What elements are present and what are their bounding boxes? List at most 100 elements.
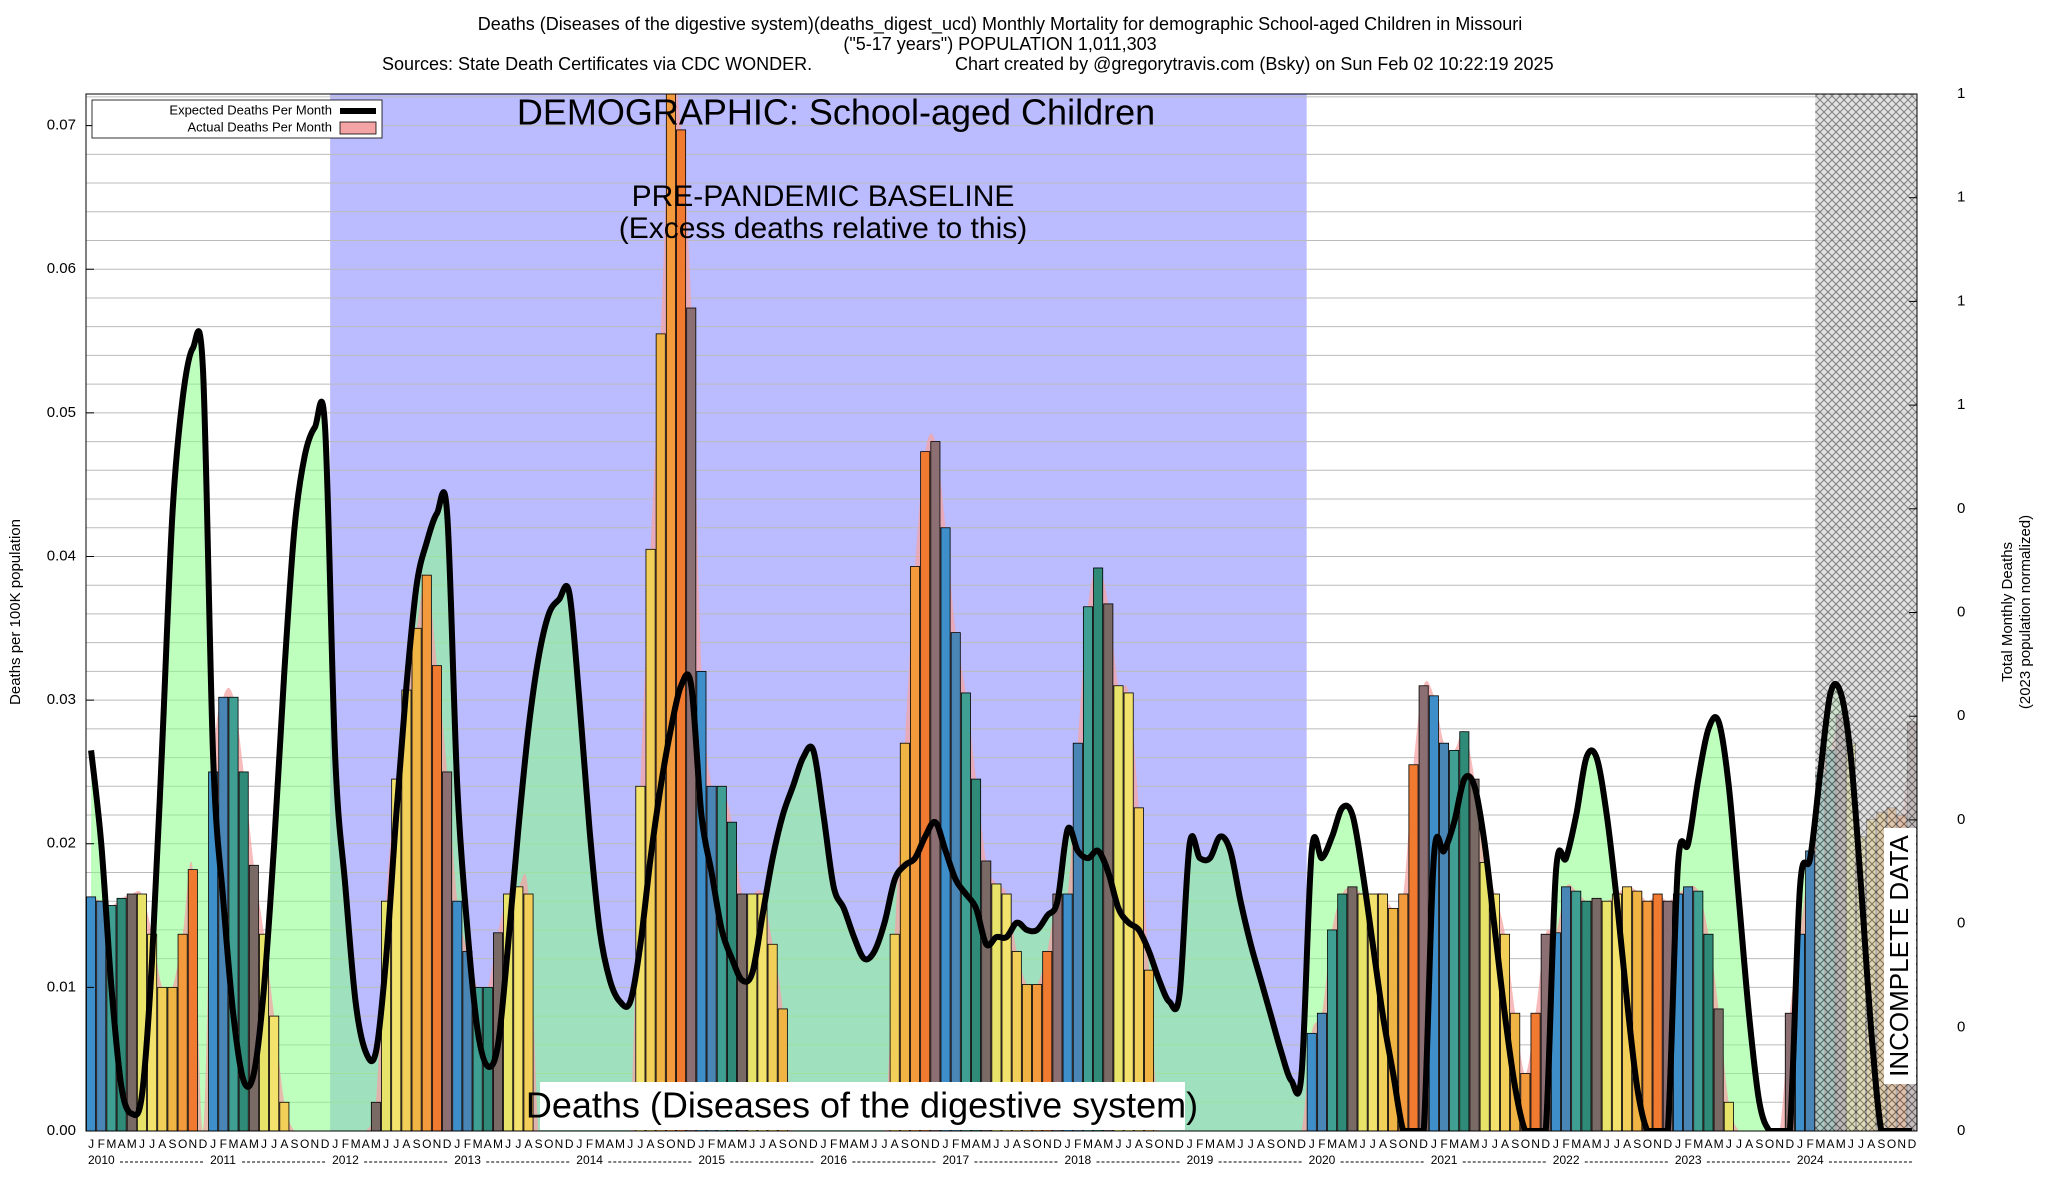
x-tick-label: M: [1836, 1137, 1846, 1151]
x-tick-label: J: [1614, 1137, 1620, 1151]
x-tick-label: M: [1225, 1137, 1235, 1151]
x-tick-label: J: [505, 1137, 511, 1151]
x-tick-label: J: [1482, 1137, 1488, 1151]
bar: [1388, 907, 1399, 1131]
y-tick-label: 0.01: [47, 978, 76, 995]
x-tick-label: D: [1908, 1137, 1917, 1151]
x-tick-label: S: [1633, 1137, 1641, 1151]
x-tick-label: A: [402, 1137, 410, 1151]
x-tick-label: J: [637, 1137, 643, 1151]
x-tick-label: A: [1704, 1137, 1712, 1151]
bar: [716, 785, 727, 1131]
bar: [431, 665, 442, 1131]
x-tick-label: S: [779, 1137, 787, 1151]
x-tick-label: M: [127, 1137, 137, 1151]
x-tick-label: S: [1755, 1137, 1763, 1151]
y2-tick-label: 0: [1957, 1018, 1965, 1035]
x-tick-label: M: [1470, 1137, 1480, 1151]
x-tick-label: M: [595, 1137, 605, 1151]
x-tick-label: M: [615, 1137, 625, 1151]
x-tick-label: F: [1562, 1137, 1569, 1151]
x-tick-label: O: [1399, 1137, 1408, 1151]
plot-frame: [85, 93, 1918, 1132]
x-tick-label: J: [139, 1137, 145, 1151]
x-tick-label: N: [1653, 1137, 1662, 1151]
x-tick-label: M: [1693, 1137, 1703, 1151]
x-tick-label: S: [1389, 1137, 1397, 1151]
x-tick-label: A: [728, 1137, 736, 1151]
y2-tick-label: 0: [1957, 500, 1965, 517]
bar: [981, 860, 992, 1131]
x-tick-label: S: [657, 1137, 665, 1151]
x-tick-label: F: [1318, 1137, 1325, 1151]
x-tick-label: J: [943, 1137, 949, 1151]
x-tick-label: J: [1065, 1137, 1071, 1151]
year-label: 2021: [1431, 1153, 1458, 1167]
bar: [940, 527, 951, 1131]
bar: [442, 771, 453, 1131]
bar: [696, 670, 707, 1131]
bar: [1601, 900, 1612, 1131]
bar: [1072, 742, 1083, 1131]
x-tick-label: A: [1013, 1137, 1021, 1151]
bar: [1479, 862, 1490, 1131]
bar: [1408, 764, 1419, 1131]
bar: [899, 742, 910, 1131]
x-tick-label: M: [1327, 1137, 1337, 1151]
y2-tick-label: 0: [1957, 603, 1965, 620]
x-tick-label: O: [300, 1137, 309, 1151]
y2-tick-label: 1: [1957, 396, 1965, 413]
x-tick-label: S: [1267, 1137, 1275, 1151]
x-tick-label: N: [1409, 1137, 1418, 1151]
bar: [1082, 606, 1093, 1131]
x-tick-label: J: [393, 1137, 399, 1151]
x-tick-label: S: [901, 1137, 909, 1151]
x-tick-label: A: [1501, 1137, 1509, 1151]
y2-tick-label: 1: [1957, 85, 1965, 102]
bar: [370, 1101, 381, 1131]
x-tick-label: J: [1126, 1137, 1132, 1151]
x-tick-label: A: [606, 1137, 614, 1151]
x-tick-label: M: [1815, 1137, 1825, 1151]
x-tick-label: A: [1460, 1137, 1468, 1151]
x-tick-label: F: [342, 1137, 349, 1151]
bar: [1398, 893, 1409, 1131]
bar: [421, 574, 432, 1131]
y-tick-label: 0.06: [47, 260, 76, 277]
x-tick-label: A: [1216, 1137, 1224, 1151]
y2-tick-label: 1: [1957, 189, 1965, 206]
x-tick-label: O: [1277, 1137, 1286, 1151]
x-tick-label: N: [1897, 1137, 1906, 1151]
bar: [1347, 886, 1358, 1131]
title-line: ("5-17 years") POPULATION 1,011,303: [843, 34, 1156, 54]
x-tick-label: D: [1419, 1137, 1428, 1151]
x-tick-label: J: [1604, 1137, 1610, 1151]
x-tick-label: J: [698, 1137, 704, 1151]
x-tick-label: D: [1663, 1137, 1672, 1151]
x-tick-label: J: [871, 1137, 877, 1151]
x-tick-label: F: [1074, 1137, 1081, 1151]
year-label: 2016: [820, 1153, 847, 1167]
x-tick-label: O: [910, 1137, 919, 1151]
x-tick-label: J: [271, 1137, 277, 1151]
x-tick-label: O: [1032, 1137, 1041, 1151]
x-tick-label: J: [1492, 1137, 1498, 1151]
x-tick-label: A: [280, 1137, 288, 1151]
x-tick-label: M: [1571, 1137, 1581, 1151]
x-tick-label: O: [544, 1137, 553, 1151]
bar: [452, 900, 463, 1131]
x-tick-label: O: [666, 1137, 675, 1151]
legend-swatch: [339, 121, 377, 135]
x-tick-label: M: [737, 1137, 747, 1151]
x-tick-label: J: [1360, 1137, 1366, 1151]
x-tick-label: N: [188, 1137, 197, 1151]
x-tick-label: M: [493, 1137, 503, 1151]
x-tick-label: F: [98, 1137, 105, 1151]
x-tick-label: O: [178, 1137, 187, 1151]
y2-axis-label: Total Monthly Deaths: [1999, 542, 2016, 682]
x-tick-label: J: [993, 1137, 999, 1151]
bar: [930, 441, 941, 1131]
x-tick-label: M: [717, 1137, 727, 1151]
y2-tick-label: 0: [1957, 707, 1965, 724]
